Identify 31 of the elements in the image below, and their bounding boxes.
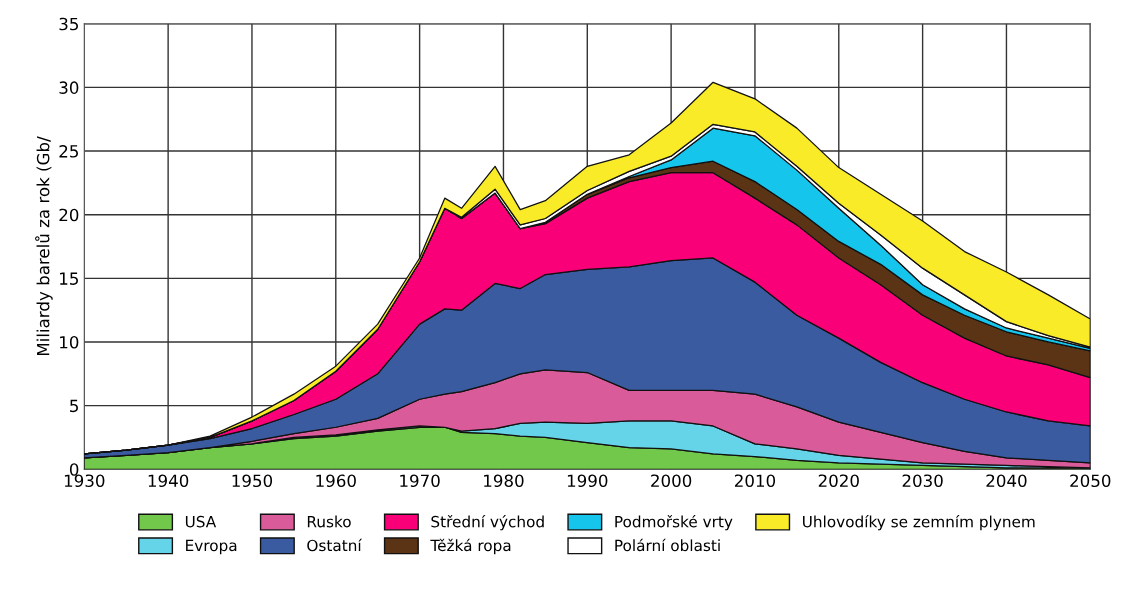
legend-label: Evropa (186, 539, 237, 555)
x-tick-label: 2040 (986, 474, 1027, 488)
y-tick-label: 5 (70, 399, 78, 413)
legend-label: Podmořské vrty (615, 514, 733, 531)
x-tick-label: 2050 (1070, 474, 1111, 488)
legend-label: Ostatní (307, 538, 363, 552)
legend-label: Rusko (307, 515, 351, 528)
legend-label: USA (185, 515, 217, 528)
x-tick-label: 1950 (232, 474, 273, 488)
legend-label: Těžká ropa (430, 538, 511, 555)
y-axis-title: Miliardy barelů za rok (Gb/ (35, 136, 53, 356)
x-tick-label: 1940 (148, 474, 189, 488)
x-tick-label: 1930 (64, 474, 105, 488)
y-tick-label: 35 (59, 17, 78, 31)
x-tick-label: 1970 (400, 474, 440, 488)
y-tick-label: 30 (59, 81, 79, 94)
y-tick-label: 25 (59, 145, 78, 158)
y-tick-label: 0 (69, 463, 79, 476)
legend-label: Uhlovodíky se zemním plynem (803, 514, 1035, 531)
legend-label: Polární oblasti (615, 538, 720, 552)
x-tick-label: 2000 (651, 474, 692, 488)
y-tick-label: 10 (60, 335, 79, 349)
x-tick-label: 2030 (902, 474, 943, 488)
x-tick-label: 1990 (567, 474, 608, 488)
x-tick-label: 2010 (734, 474, 776, 488)
x-tick-label: 2020 (818, 474, 859, 488)
x-tick-label: 1960 (316, 474, 356, 488)
y-tick-label: 15 (60, 272, 78, 285)
y-tick-label: 20 (59, 208, 79, 222)
x-tick-label: 1980 (484, 474, 524, 488)
legend-label: Střední východ (431, 514, 544, 531)
